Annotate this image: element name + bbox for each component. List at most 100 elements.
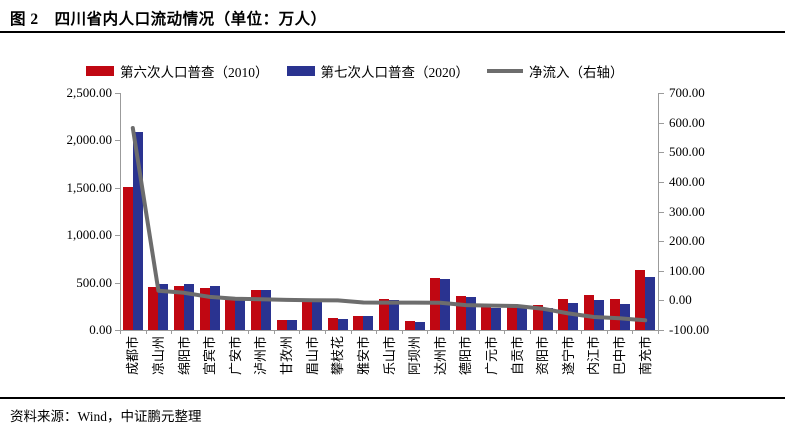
legend-item-census-2010: 第六次人口普查（2010） [86, 61, 269, 81]
figure-title: 图 2 四川省内人口流动情况（单位：万人） [10, 11, 327, 28]
right-axis-tick [659, 270, 664, 272]
x-axis-label: 广安市 [227, 336, 243, 376]
bar-census-2010 [250, 290, 261, 330]
bar-census-2020 [235, 299, 246, 330]
right-axis-tick [659, 330, 664, 331]
bar-census-2010 [225, 299, 236, 330]
bar-census-2020 [593, 300, 604, 330]
bar-census-2010 [122, 186, 133, 330]
right-axis-tick [659, 122, 664, 124]
x-axis-tick [196, 331, 198, 334]
left-axis-tick [115, 140, 120, 142]
bar-census-2010 [276, 319, 287, 330]
bar-census-2020 [491, 308, 502, 330]
figure-title-bar: 图 2 四川省内人口流动情况（单位：万人） [0, 0, 785, 33]
bar-census-2010 [583, 294, 594, 330]
x-axis-tick [350, 331, 352, 334]
y-axis-left-line [120, 93, 121, 330]
y-axis-label-right: 700.00 [669, 85, 705, 100]
x-axis-label: 乐山市 [381, 336, 397, 376]
x-axis-label: 南充市 [637, 336, 653, 376]
bar-census-2010 [404, 321, 415, 330]
x-axis-label: 巴中市 [612, 336, 628, 376]
bar-census-2020 [209, 286, 220, 330]
x-axis-label: 遂宁市 [560, 336, 576, 376]
net-inflow-line-layer [130, 126, 648, 323]
bar-census-2010 [353, 315, 364, 330]
bar-census-2010 [174, 286, 185, 330]
y-axis-label-right: 300.00 [669, 203, 705, 219]
x-axis-tick [632, 331, 634, 334]
legend-swatch-net-inflow-icon [487, 69, 523, 73]
x-axis-tick [299, 331, 301, 334]
x-axis-tick [555, 331, 557, 334]
x-axis-tick [273, 331, 275, 334]
bar-census-2010 [481, 306, 492, 330]
left-axis-tick [115, 235, 120, 237]
y-axis-label-right: -100.00 [669, 322, 710, 337]
bar-census-2010 [379, 299, 389, 330]
y-axis-label-left: 2,000.00 [66, 132, 113, 148]
legend-label-2020: 第七次人口普查（2020） [320, 65, 470, 80]
bar-census-2020 [158, 283, 169, 330]
bar-census-2010 [507, 304, 518, 330]
legend-swatch-2020-icon [286, 66, 315, 76]
x-axis-label: 资阳市 [535, 336, 551, 376]
legend-item-net-inflow: 净流入（右轴） [487, 61, 624, 81]
y-axis-label-left: 2,500.00 [66, 85, 113, 100]
x-axis-label: 泸州市 [253, 336, 269, 376]
right-axis-tick [659, 211, 664, 213]
left-axis-tick [115, 330, 120, 331]
bar-census-2010 [302, 302, 313, 330]
bar-census-2020 [363, 316, 374, 330]
y-axis-label-right: 400.00 [669, 173, 705, 189]
x-axis-line [120, 330, 659, 331]
bar-census-2010 [609, 298, 620, 330]
x-axis-tick [120, 331, 121, 334]
x-axis-tick [145, 331, 147, 334]
bar-census-2020 [414, 322, 425, 330]
x-axis-tick [658, 331, 659, 334]
y-axis-label-left: 1,000.00 [66, 227, 113, 243]
x-axis-label: 雅安市 [355, 336, 371, 376]
left-axis-tick [115, 93, 120, 94]
x-axis-label: 广元市 [483, 336, 499, 376]
legend-label-net-inflow: 净流入（右轴） [529, 65, 624, 80]
x-axis-label: 达州市 [432, 336, 448, 376]
bar-census-2010 [635, 270, 646, 330]
x-axis-tick [401, 331, 403, 334]
x-axis-tick [504, 331, 506, 334]
y-axis-label-right: 600.00 [669, 114, 705, 130]
chart-legend: 第六次人口普查（2010） 第七次人口普查（2020） 净流入（右轴） [86, 61, 624, 81]
x-axis-tick [222, 331, 224, 334]
legend-swatch-2010-icon [86, 66, 114, 76]
bar-census-2020 [337, 318, 348, 330]
bar-census-2020 [568, 303, 579, 330]
bar-census-2020 [132, 131, 143, 330]
y-axis-label-left: 500.00 [76, 274, 112, 290]
left-axis-tick [115, 282, 120, 284]
source-text: 资料来源：Wind，中证鹏元整理 [10, 409, 202, 424]
bar-census-2010 [148, 287, 159, 330]
x-axis-tick [171, 331, 173, 334]
bar-census-2010 [558, 299, 569, 330]
y-axis-label-right: 0.00 [669, 292, 692, 308]
x-axis-tick [427, 331, 429, 334]
y-axis-label-right: 100.00 [669, 262, 705, 278]
x-axis-label: 攀枝花 [330, 336, 346, 376]
x-axis-label: 德阳市 [458, 336, 474, 376]
legend-item-census-2020: 第七次人口普查（2020） [286, 61, 470, 81]
x-axis-tick [376, 331, 378, 334]
bar-census-2020 [542, 308, 553, 330]
right-axis-tick [659, 181, 664, 183]
x-axis-label: 眉山市 [304, 336, 320, 376]
x-axis-tick [581, 331, 583, 334]
x-axis-tick [248, 331, 250, 334]
x-axis-tick [453, 331, 455, 334]
bar-census-2010 [532, 305, 543, 330]
bar-census-2020 [389, 300, 399, 330]
right-axis-tick [659, 241, 664, 243]
y-axis-label-right: 500.00 [669, 144, 705, 160]
